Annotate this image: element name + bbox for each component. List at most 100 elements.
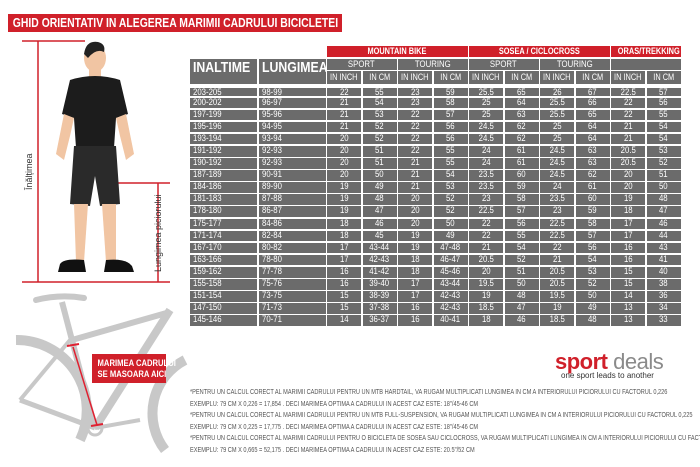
- frame-measure-note: MARIMEA CADRULUI SE MASOARA AICI: [92, 354, 176, 383]
- table-cell: 22.5: [540, 230, 574, 242]
- table-cell: 15: [611, 279, 645, 290]
- table-cell: 58: [504, 194, 539, 205]
- table-cell: 59: [575, 206, 610, 218]
- table-cell: 18: [611, 206, 645, 218]
- table-cell: 48: [362, 194, 397, 205]
- table-cell: 16: [398, 315, 432, 326]
- table-cell: 61: [504, 145, 539, 157]
- sport-deals-logo: sport deals one sport leads to another: [555, 349, 664, 381]
- table-cell: 56: [575, 242, 610, 254]
- table-cell: 56: [646, 97, 681, 109]
- table-cell: 21: [611, 121, 645, 133]
- footnote-line: EXEMPLU: 79 CM X 0,665 = 52,175 . DECI M…: [190, 444, 475, 454]
- table-cell: 67: [575, 87, 610, 97]
- table-cell: 51: [504, 266, 539, 278]
- table-cell: 36: [646, 291, 681, 302]
- table-cell: 54: [646, 133, 681, 145]
- table-cell: 22: [469, 218, 503, 230]
- table-cell: 191-192: [190, 145, 257, 157]
- table-cell: 60: [575, 194, 610, 205]
- table-cell: 17: [327, 254, 361, 266]
- table-cell: 78-80: [258, 254, 326, 266]
- table-cell: 45-46: [433, 266, 468, 278]
- table-cell: 21: [398, 170, 432, 181]
- table-cell: 62: [575, 170, 610, 181]
- table-cell: 55: [646, 109, 681, 121]
- table-cell: 167-170: [190, 242, 257, 254]
- table-cell: 33: [646, 315, 681, 326]
- table-cell: 24: [469, 145, 503, 157]
- table-cell: 36-37: [362, 315, 397, 326]
- table-cell: 20: [327, 133, 361, 145]
- table-cell: 63: [575, 158, 610, 169]
- group-header: MOUNTAIN BIKE: [327, 46, 468, 57]
- height-label: Înălțimea: [24, 153, 34, 190]
- table-cell: 175-177: [190, 218, 257, 230]
- table-cell: 20: [469, 266, 503, 278]
- table-cell: 49: [362, 182, 397, 193]
- table-cell: 90-91: [258, 170, 326, 181]
- table-cell: 62: [504, 133, 539, 145]
- table-cell: 98-99: [258, 87, 326, 97]
- table-cell: 62: [504, 121, 539, 133]
- table-cell: 46: [504, 315, 539, 326]
- table-cell: 64: [575, 133, 610, 145]
- table-cell: 46: [362, 218, 397, 230]
- table-cell: 47: [362, 206, 397, 218]
- table-cell: 52: [575, 279, 610, 290]
- table-cell: 24.5: [540, 145, 574, 157]
- table-cell: 22: [469, 230, 503, 242]
- table-cell: 23: [540, 206, 574, 218]
- table-cell: 63: [504, 109, 539, 121]
- unit-header: IN CM: [433, 71, 468, 84]
- unit-header: IN INCH: [398, 71, 432, 84]
- table-cell: 38: [646, 279, 681, 290]
- footnote-line: *PENTRU UN CALCUL CORECT AL MARIMII CADR…: [190, 433, 700, 443]
- table-cell: 92-93: [258, 158, 326, 169]
- table-cell: 57: [433, 109, 468, 121]
- table-cell: 22: [398, 145, 432, 157]
- table-cell: 46-47: [433, 254, 468, 266]
- table-cell: 13: [611, 315, 645, 326]
- table-cell: 82-84: [258, 230, 326, 242]
- table-cell: 37-38: [362, 303, 397, 314]
- footnote-line: EXEMPLU: 79 CM X 0,225 = 17,775 . DECI M…: [190, 421, 479, 431]
- table-cell: 56: [433, 121, 468, 133]
- table-cell: 20.5: [469, 254, 503, 266]
- size-table: MOUNTAIN BIKE SOSEA / CICLOCROSS ORAS/TREK…: [190, 46, 681, 326]
- table-cell: 24.5: [469, 133, 503, 145]
- table-cell: 17: [398, 279, 432, 290]
- table-cell: 22: [398, 109, 432, 121]
- table-cell: 45: [362, 230, 397, 242]
- table-cell: 48: [504, 291, 539, 302]
- table-cell: 187-189: [190, 170, 257, 181]
- table-cell: 16: [327, 279, 361, 290]
- table-cell: 20.5: [611, 145, 645, 157]
- table-cell: 50: [646, 182, 681, 193]
- table-cell: 20: [398, 218, 432, 230]
- table-cell: 16: [611, 254, 645, 266]
- table-cell: 16: [611, 242, 645, 254]
- table-cell: 53: [646, 145, 681, 157]
- table-cell: 50: [575, 291, 610, 302]
- table-cell: 58: [433, 97, 468, 109]
- table-cell: 34: [646, 303, 681, 314]
- table-cell: 190-192: [190, 158, 257, 169]
- table-cell: 21: [327, 121, 361, 133]
- table-cell: 93-94: [258, 133, 326, 145]
- table-cell: 15: [327, 303, 361, 314]
- table-cell: 52: [362, 133, 397, 145]
- table-cell: 21: [540, 254, 574, 266]
- table-cell: 96-97: [258, 97, 326, 109]
- table-cell: 65: [504, 87, 539, 97]
- table-cell: 51: [646, 170, 681, 181]
- footnote-line: *PENTRU UN CALCUL CORECT AL MARIMII CADR…: [190, 387, 668, 396]
- table-cell: 21: [469, 242, 503, 254]
- table-cell: 42-43: [433, 291, 468, 302]
- table-cell: 18: [327, 230, 361, 242]
- table-cell: 17: [611, 230, 645, 242]
- table-cell: 19: [469, 291, 503, 302]
- table-cell: 41: [646, 254, 681, 266]
- table-cell: 24: [540, 182, 574, 193]
- table-cell: 20.5: [540, 266, 574, 278]
